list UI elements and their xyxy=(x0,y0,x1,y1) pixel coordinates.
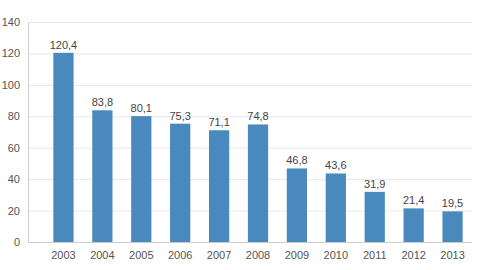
x-tick: 2003 xyxy=(51,242,75,261)
data-label: 80,1 xyxy=(131,102,152,114)
data-label: 46,8 xyxy=(286,154,307,166)
x-tick: 2007 xyxy=(207,242,231,261)
y-tick-label: 20 xyxy=(8,205,20,217)
bar xyxy=(404,208,424,242)
bar xyxy=(92,110,112,242)
x-tick-label: 2008 xyxy=(246,249,270,261)
y-tick: 60 xyxy=(8,142,28,154)
y-tick: 120 xyxy=(2,47,28,59)
x-tick: 2006 xyxy=(168,242,192,261)
x-tick: 2005 xyxy=(129,242,153,261)
x-axis-line xyxy=(28,242,472,243)
x-tick: 2004 xyxy=(90,242,114,261)
bar xyxy=(287,168,307,242)
data-label: 75,3 xyxy=(169,110,190,122)
grid-line xyxy=(28,53,472,54)
bar xyxy=(326,173,346,242)
data-label: 71,1 xyxy=(208,116,229,128)
y-tick: 80 xyxy=(8,110,28,122)
x-tick: 2011 xyxy=(363,242,387,261)
y-tick-label: 80 xyxy=(8,110,20,122)
data-label: 19,5 xyxy=(442,197,463,209)
bar xyxy=(170,124,190,242)
x-tick-label: 2005 xyxy=(129,249,153,261)
y-tick-label: 120 xyxy=(2,47,20,59)
x-tick-label: 2011 xyxy=(363,249,387,261)
y-tick-label: 60 xyxy=(8,142,20,154)
x-axis: 2003 2004 2005 2006 2007 2008 2009 2010 2011 2012… xyxy=(28,242,472,261)
x-tick-label: 2012 xyxy=(401,249,425,261)
bar xyxy=(365,192,385,242)
grid-line xyxy=(28,85,472,86)
y-tick: 40 xyxy=(8,173,28,185)
x-tick-label: 2013 xyxy=(440,249,464,261)
data-label: 120,4 xyxy=(50,39,78,51)
y-tick: 20 xyxy=(8,205,28,217)
bar xyxy=(248,124,268,242)
x-tick: 2013 xyxy=(440,242,464,261)
chart: 0204060801001201402003200420052006200720… xyxy=(0,0,478,270)
x-tick-label: 2010 xyxy=(324,249,348,261)
y-tick-label: 100 xyxy=(2,79,20,91)
x-tick: 2012 xyxy=(401,242,425,261)
y-axis: 0 20 40 60 80 100 120 140 xyxy=(2,16,29,248)
x-tick: 2010 xyxy=(324,242,348,261)
data-label: 83,8 xyxy=(92,96,113,108)
y-tick: 140 xyxy=(2,16,28,28)
y-tick-label: 140 xyxy=(2,16,20,28)
x-tick-label: 2003 xyxy=(51,249,75,261)
grid xyxy=(28,23,472,243)
y-tick-label: 0 xyxy=(14,236,20,248)
grid-line xyxy=(28,242,472,243)
y-axis-line xyxy=(28,23,29,243)
bar xyxy=(442,211,462,242)
y-tick-label: 40 xyxy=(8,173,20,185)
x-tick-label: 2007 xyxy=(207,249,231,261)
data-label: 43,6 xyxy=(325,159,346,171)
bars xyxy=(53,53,462,242)
x-tick-label: 2009 xyxy=(285,249,309,261)
data-labels: 120,4 83,8 80,1 75,3 71,1 74,8 46,8 43,6 31,9 21,… xyxy=(50,39,464,210)
x-tick-label: 2004 xyxy=(90,249,114,261)
x-tick: 2009 xyxy=(285,242,309,261)
bar xyxy=(209,130,229,242)
grid-line xyxy=(28,22,472,23)
data-label: 21,4 xyxy=(403,194,424,206)
y-tick: 0 xyxy=(14,236,28,248)
bar xyxy=(131,116,151,242)
bar xyxy=(53,53,73,242)
data-label: 74,8 xyxy=(247,110,268,122)
x-tick: 2008 xyxy=(246,242,270,261)
y-tick: 100 xyxy=(2,79,28,91)
x-tick-label: 2006 xyxy=(168,249,192,261)
data-label: 31,9 xyxy=(364,178,385,190)
